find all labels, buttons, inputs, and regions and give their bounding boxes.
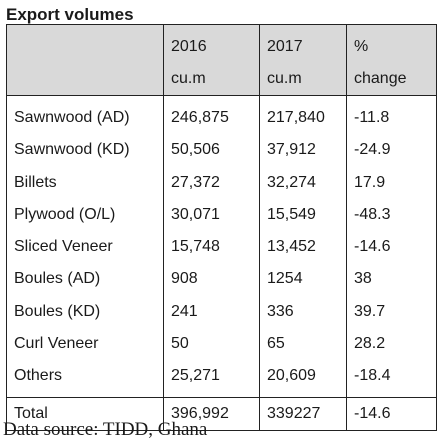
product-cell: Sawnwood (AD) bbox=[6, 95, 164, 135]
change-cell: 28.2 bbox=[346, 328, 437, 361]
total-2016-cell: 396,992 bbox=[163, 396, 260, 431]
change-cell: 38 bbox=[346, 263, 437, 296]
value-2016-cell: 50,506 bbox=[163, 134, 260, 167]
header-cell-change: % change bbox=[346, 24, 437, 96]
value-2016-cell: 246,875 bbox=[163, 95, 260, 135]
value-2017-cell: 1254 bbox=[259, 263, 347, 296]
change-cell: -48.3 bbox=[346, 198, 437, 232]
header-cell-product bbox=[6, 24, 164, 96]
value-2016-cell: 50 bbox=[163, 328, 260, 361]
value-2016-cell: 30,071 bbox=[163, 198, 260, 232]
value-2017-cell: 20,609 bbox=[259, 360, 347, 398]
product-cell: Plywood (O/L) bbox=[6, 198, 164, 232]
change-cell: 17.9 bbox=[346, 166, 437, 199]
product-cell: Boules (KD) bbox=[6, 295, 164, 329]
change-cell: -18.4 bbox=[346, 360, 437, 398]
export-volumes-table: 2016 cu.m 2017 cu.m % change Sawnwood (A… bbox=[6, 24, 437, 431]
header-row: 2016 cu.m 2017 cu.m % change bbox=[6, 24, 437, 96]
table-row: Curl Veneer 50 65 28.2 bbox=[6, 328, 437, 361]
value-2017-cell: 65 bbox=[259, 328, 347, 361]
table-row: Boules (KD) 241 336 39.7 bbox=[6, 295, 437, 329]
table-title: Export volumes bbox=[6, 5, 134, 24]
table-row: Sawnwood (KD) 50,506 37,912 -24.9 bbox=[6, 134, 437, 167]
header-cell-2017: 2017 cu.m bbox=[259, 24, 347, 96]
table-row: Sliced Veneer 15,748 13,452 -14.6 bbox=[6, 231, 437, 264]
header-change-symbol: % bbox=[354, 38, 369, 55]
value-2016-cell: 25,271 bbox=[163, 360, 260, 398]
change-cell: -24.9 bbox=[346, 134, 437, 167]
value-2017-cell: 37,912 bbox=[259, 134, 347, 167]
value-2016-cell: 15,748 bbox=[163, 231, 260, 264]
table-row: Sawnwood (AD) 246,875 217,840 -11.8 bbox=[6, 95, 437, 135]
product-cell: Curl Veneer bbox=[6, 328, 164, 361]
header-cell-2016: 2016 cu.m bbox=[163, 24, 260, 96]
value-2017-cell: 13,452 bbox=[259, 231, 347, 264]
product-cell: Sawnwood (KD) bbox=[6, 134, 164, 167]
product-cell: Boules (AD) bbox=[6, 263, 164, 296]
value-2017-cell: 32,274 bbox=[259, 166, 347, 199]
header-2016-unit: cu.m bbox=[171, 70, 206, 87]
header-change-label: change bbox=[354, 70, 407, 87]
header-2017-unit: cu.m bbox=[267, 70, 302, 87]
total-row: Total 396,992 339227 -14.6 bbox=[6, 396, 437, 431]
table-row: Others 25,271 20,609 -18.4 bbox=[6, 360, 437, 398]
value-2016-cell: 27,372 bbox=[163, 166, 260, 199]
value-2017-cell: 336 bbox=[259, 295, 347, 329]
total-label-cell: Total bbox=[6, 396, 164, 431]
value-2017-cell: 217,840 bbox=[259, 95, 347, 135]
product-cell: Others bbox=[6, 360, 164, 398]
change-cell: -11.8 bbox=[346, 95, 437, 135]
total-2017-cell: 339227 bbox=[259, 396, 347, 431]
header-2016-year: 2016 bbox=[171, 38, 207, 55]
change-cell: 39.7 bbox=[346, 295, 437, 329]
value-2017-cell: 15,549 bbox=[259, 198, 347, 232]
table-row: Plywood (O/L) 30,071 15,549 -48.3 bbox=[6, 198, 437, 232]
data-source-note: Data source: TIDD, Ghana bbox=[3, 419, 208, 440]
header-2017-year: 2017 bbox=[267, 38, 303, 55]
change-cell: -14.6 bbox=[346, 231, 437, 264]
product-cell: Billets bbox=[6, 166, 164, 199]
table-row: Boules (AD) 908 1254 38 bbox=[6, 263, 437, 296]
table-row: Billets 27,372 32,274 17.9 bbox=[6, 166, 437, 199]
total-change-cell: -14.6 bbox=[346, 396, 437, 431]
product-cell: Sliced Veneer bbox=[6, 231, 164, 264]
value-2016-cell: 241 bbox=[163, 295, 260, 329]
value-2016-cell: 908 bbox=[163, 263, 260, 296]
